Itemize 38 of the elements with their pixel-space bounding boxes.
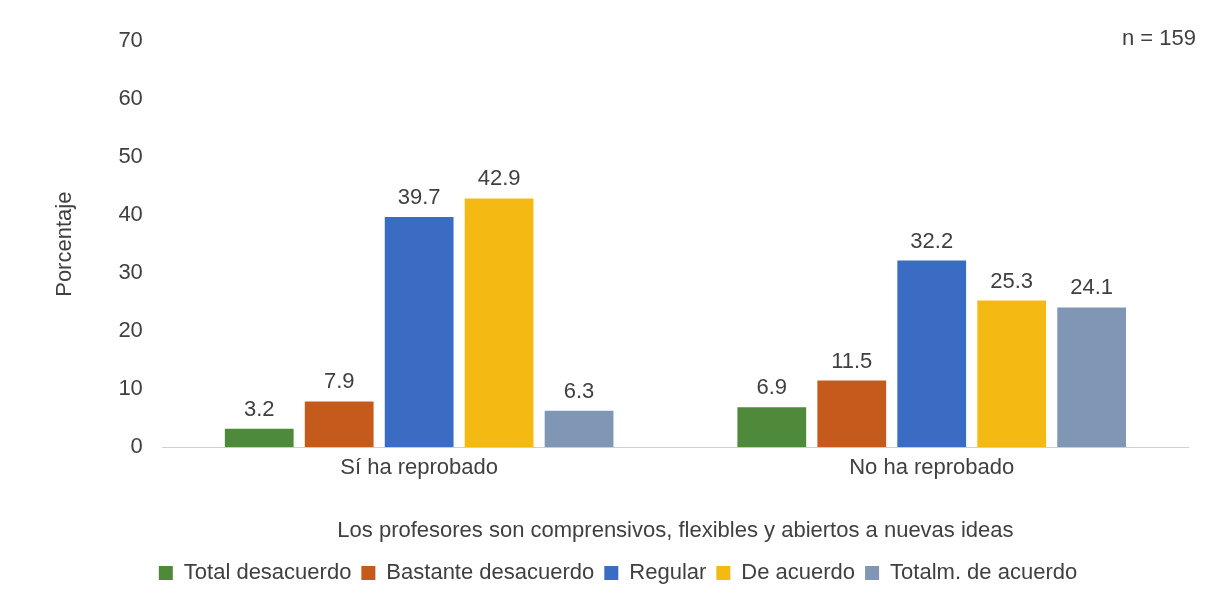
bar [817, 380, 887, 448]
y-axis-title: Porcentaje [51, 191, 77, 297]
legend-label: Total desacuerdo [183, 559, 352, 585]
annotation: n = 159 [1121, 25, 1196, 51]
legend-label: Regular [629, 559, 707, 585]
y-tick-label: 10 [118, 375, 143, 401]
bar [224, 428, 294, 448]
y-tick-label: 0 [130, 433, 143, 459]
y-tick-label: 60 [118, 85, 143, 111]
x-axis-title: Los profesores son comprensivos, flexibles y abiertos a nuevas ideas [337, 516, 1014, 542]
data-label: 32.2 [910, 227, 954, 253]
bar [897, 260, 967, 448]
bar [464, 198, 534, 448]
y-tick-label: 30 [118, 259, 143, 285]
x-tick-label: Sí ha reprobado [340, 454, 499, 480]
data-label: 6.9 [756, 374, 788, 400]
data-label: 6.3 [563, 377, 595, 403]
bar [544, 410, 614, 448]
legend-label: De acuerdo [741, 559, 856, 585]
data-label: 39.7 [397, 184, 441, 209]
y-tick-label: 50 [118, 143, 143, 169]
legend-label: Bastante desacuerdo [386, 559, 595, 585]
data-label: 25.3 [990, 267, 1034, 293]
data-label: 3.2 [243, 395, 275, 421]
y-tick-label: 20 [118, 317, 143, 343]
bar [977, 300, 1047, 448]
bar [304, 401, 374, 448]
bar [1057, 307, 1127, 448]
legend-label: Totalm. de acuerdo [890, 559, 1078, 585]
data-label: 11.5 [831, 347, 873, 373]
data-label: 42.9 [477, 165, 521, 191]
bar [384, 216, 454, 448]
data-label: 24.1 [1070, 274, 1114, 300]
x-tick-label: No ha reprobado [849, 454, 1015, 480]
y-tick-label: 70 [118, 27, 143, 53]
data-label: 7.9 [323, 368, 355, 394]
bar [737, 407, 807, 448]
y-tick-label: 40 [118, 201, 143, 227]
